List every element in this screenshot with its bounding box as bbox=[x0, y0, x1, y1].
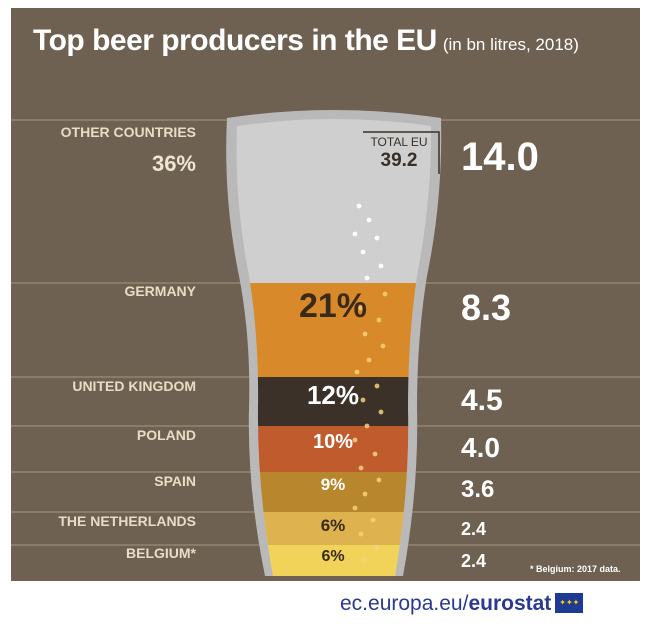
bubble bbox=[364, 275, 370, 281]
footer-source: ec.europa.eu/eurostat ✦✦✦ bbox=[340, 592, 584, 616]
bubble bbox=[378, 263, 384, 269]
bubble bbox=[362, 331, 368, 337]
bubble bbox=[362, 491, 368, 497]
bubble bbox=[366, 217, 372, 223]
value-label: 4.5 bbox=[461, 384, 503, 417]
bubble bbox=[352, 437, 358, 443]
bubble bbox=[358, 465, 364, 471]
share-label: 6% bbox=[321, 548, 344, 565]
beer-layer bbox=[236, 512, 432, 545]
country-label: GERMANY bbox=[124, 283, 196, 299]
producer-row: UNITED KINGDOM 12% 4.5 bbox=[72, 378, 502, 417]
infographic-panel: Top beer producers in the EU (in bn litre… bbox=[11, 8, 640, 581]
bubble bbox=[376, 477, 382, 483]
bubble bbox=[360, 249, 366, 255]
total-eu-bracket bbox=[363, 131, 440, 174]
producer-row: POLAND 10% 4.0 bbox=[137, 427, 500, 463]
bubble bbox=[366, 357, 372, 363]
producer-row: OTHER COUNTRIES 36% 14.0 bbox=[61, 124, 539, 179]
beer-layer bbox=[236, 377, 432, 426]
country-label: UNITED KINGDOM bbox=[72, 378, 196, 394]
share-label: 36% bbox=[152, 151, 196, 176]
country-label: OTHER COUNTRIES bbox=[61, 124, 196, 140]
beer-layer bbox=[236, 283, 432, 377]
bubble bbox=[382, 291, 388, 297]
title-text: Top beer producers in the EU bbox=[33, 24, 437, 57]
share-label: 21% bbox=[299, 287, 367, 325]
total-eu-value: 39.2 bbox=[381, 150, 418, 171]
country-label: BELGIUM* bbox=[126, 545, 197, 561]
bubble bbox=[362, 557, 368, 563]
footer-brand: eurostat bbox=[468, 592, 552, 615]
subtitle-text: (in bn litres, 2018) bbox=[442, 35, 579, 54]
chart-title: Top beer producers in the EU (in bn litre… bbox=[33, 24, 579, 58]
beer-glass-chart: TOTAL EU 39.2 OTHER COUNTRIES 36% 14.0 GERM… bbox=[11, 110, 640, 576]
producer-rows: OTHER COUNTRIES 36% 14.0 GERMANY 21% 8.3 UNITE… bbox=[58, 124, 539, 571]
bubble bbox=[374, 235, 380, 241]
share-label: 12% bbox=[307, 380, 359, 410]
producer-row: THE NETHERLANDS 6% 2.4 bbox=[58, 513, 486, 539]
footer-domain: ec.europa.eu/ bbox=[340, 592, 469, 615]
producer-row: SPAIN 9% 3.6 bbox=[154, 473, 494, 503]
producer-row: BELGIUM* 6% 2.4 bbox=[126, 545, 486, 571]
bubble bbox=[358, 305, 364, 311]
value-label: 2.4 bbox=[461, 551, 486, 571]
country-label: THE NETHERLANDS bbox=[58, 513, 196, 529]
value-label: 14.0 bbox=[461, 135, 539, 179]
share-label: 9% bbox=[321, 475, 346, 494]
bubble bbox=[374, 545, 380, 551]
country-label: SPAIN bbox=[154, 473, 196, 489]
eu-flag-icon: ✦✦✦ bbox=[555, 593, 584, 613]
beer-layer bbox=[236, 472, 432, 512]
bubble bbox=[352, 231, 358, 237]
bubble bbox=[360, 397, 366, 403]
total-eu-box: TOTAL EU 39.2 bbox=[363, 131, 440, 174]
share-label: 10% bbox=[313, 431, 353, 453]
bubble bbox=[372, 451, 378, 457]
bubble bbox=[356, 203, 362, 209]
value-label: 8.3 bbox=[461, 287, 511, 328]
bubble bbox=[352, 505, 358, 511]
share-label: 6% bbox=[321, 516, 346, 535]
bubble bbox=[374, 383, 380, 389]
value-label: 2.4 bbox=[461, 519, 486, 539]
bubble bbox=[358, 531, 364, 537]
beer-layer bbox=[236, 426, 432, 472]
bubble bbox=[364, 423, 370, 429]
value-label: 4.0 bbox=[461, 432, 500, 463]
bubble bbox=[370, 517, 376, 523]
bubble bbox=[354, 369, 360, 375]
country-label: POLAND bbox=[137, 427, 196, 443]
bubble bbox=[376, 317, 382, 323]
footnote: * Belgium: 2017 data. bbox=[530, 564, 621, 574]
value-label: 3.6 bbox=[461, 476, 494, 503]
bubbles bbox=[352, 203, 388, 563]
producer-row: GERMANY 21% 8.3 bbox=[124, 283, 511, 328]
bubble bbox=[380, 343, 386, 349]
total-eu-label: TOTAL EU bbox=[370, 135, 427, 149]
bubble bbox=[378, 409, 384, 415]
